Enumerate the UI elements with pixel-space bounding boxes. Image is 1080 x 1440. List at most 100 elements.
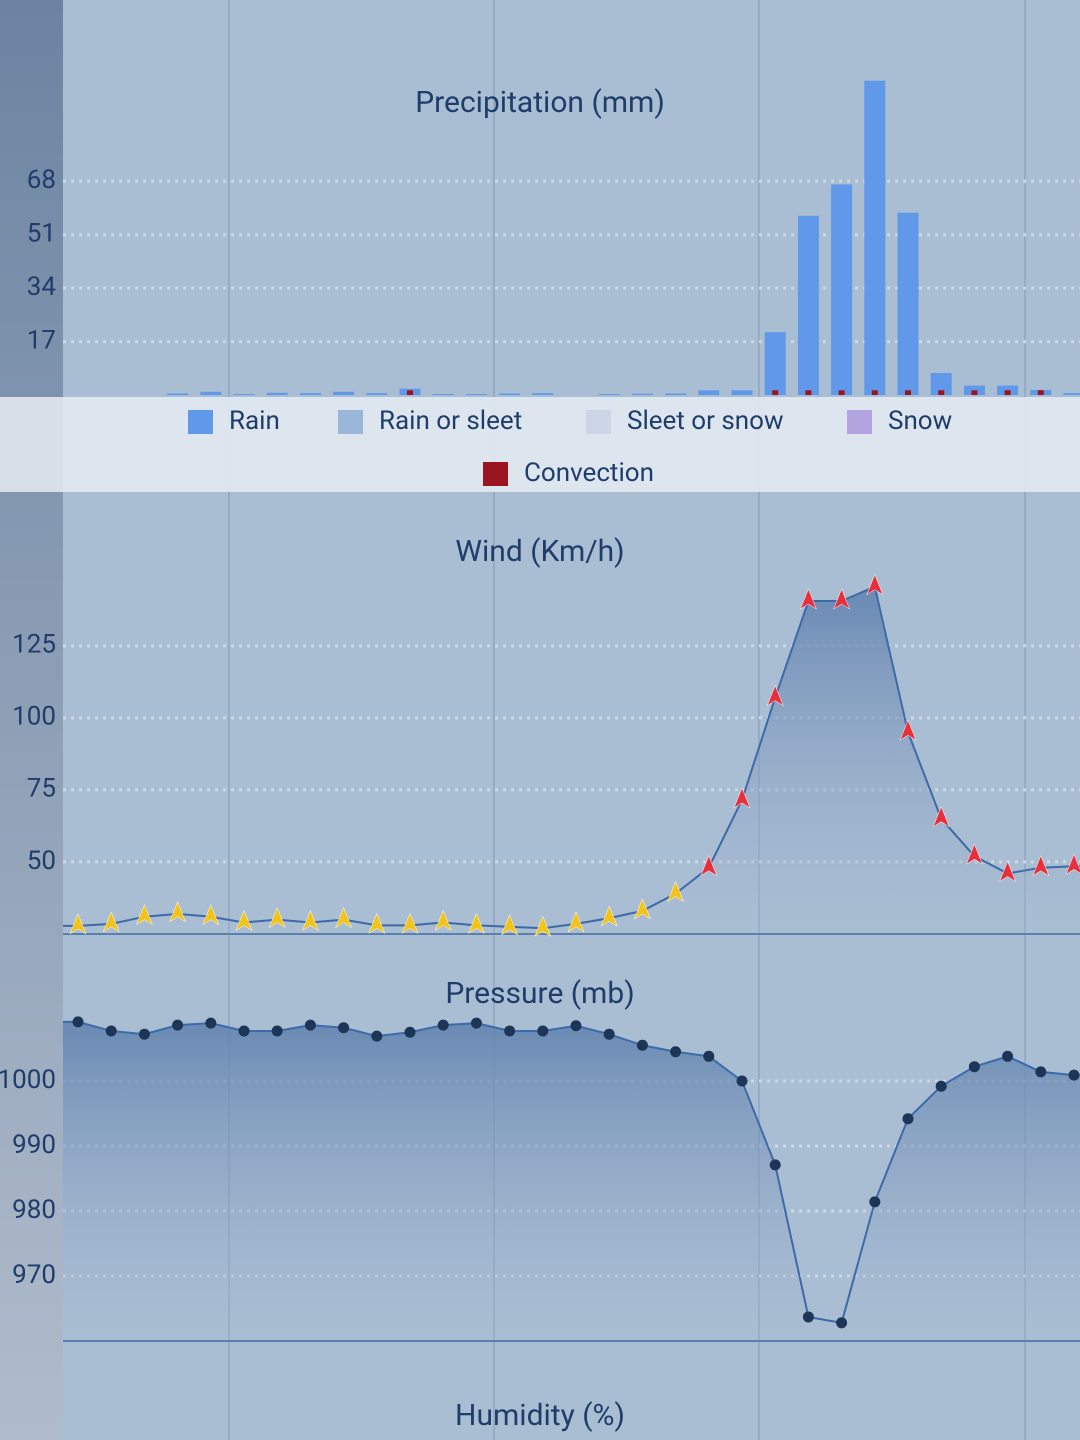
wind-marker (368, 912, 386, 934)
convection-bar (838, 390, 845, 395)
wind-marker (301, 909, 319, 932)
area (63, 1021, 1080, 1341)
area (63, 586, 1080, 934)
convection-bar (905, 390, 911, 395)
bar (266, 392, 288, 395)
point (703, 1050, 715, 1062)
legend-label: Convection (524, 458, 654, 488)
wind-marker (501, 914, 519, 936)
chart-title: Precipitation (mm) (415, 85, 665, 120)
charts: 17 34 51 68 Rain Rain or sleet Sleet or snow Sn… (0, 80, 1080, 1433)
wind-marker (401, 912, 419, 934)
point (537, 1025, 549, 1037)
point (470, 1017, 482, 1029)
bar (598, 394, 620, 395)
y-tick-label: 100 (12, 702, 56, 732)
point (736, 1075, 748, 1087)
bar (167, 393, 189, 395)
point (1002, 1050, 1014, 1062)
bar (831, 184, 853, 395)
wind-marker (600, 905, 618, 927)
bar (299, 393, 321, 395)
wind-marker (69, 913, 87, 935)
point (205, 1017, 217, 1029)
wind-marker (899, 719, 917, 741)
point (105, 1025, 117, 1037)
y-tick-label: 75 (27, 774, 56, 804)
wind-marker (235, 909, 253, 932)
wind-marker (102, 911, 120, 933)
point (670, 1046, 682, 1058)
point (338, 1022, 350, 1034)
point (570, 1020, 582, 1032)
bar (532, 393, 554, 395)
point (271, 1025, 283, 1037)
legend-swatch (847, 410, 872, 434)
bar (200, 391, 222, 395)
y-tick-label: 17 (27, 325, 56, 355)
wind-marker (1032, 855, 1050, 877)
bar (333, 391, 355, 395)
wind-marker (434, 909, 452, 932)
y-tick-label: 51 (27, 219, 56, 249)
y-tick-label: 980 (12, 1195, 56, 1225)
y-tick-label: 990 (12, 1130, 56, 1160)
wind-marker (567, 911, 585, 933)
bar (897, 212, 919, 395)
point (437, 1019, 449, 1031)
wind-marker (932, 806, 950, 828)
convection-bar (938, 390, 945, 395)
bar (930, 373, 952, 395)
legend-swatch (586, 410, 611, 434)
wind-marker (999, 860, 1017, 883)
legend-label: Sleet or snow (627, 406, 784, 436)
legend-label: Rain (229, 406, 280, 436)
legend-label: Rain or sleet (379, 406, 522, 436)
legend-swatch (338, 410, 363, 434)
point (836, 1317, 848, 1329)
convection-bar (1004, 390, 1011, 395)
point (1068, 1069, 1080, 1081)
wind-marker (1065, 853, 1080, 875)
point (769, 1159, 781, 1171)
bar (698, 390, 720, 395)
bar (1063, 393, 1080, 395)
wind-marker (169, 901, 187, 923)
wind-marker (833, 588, 851, 610)
wind-marker (135, 904, 153, 926)
wind-marker (335, 906, 353, 929)
y-tick-label: 50 (27, 846, 56, 876)
bar (499, 393, 521, 395)
legend-label: Snow (888, 406, 952, 436)
point (802, 1311, 814, 1323)
bar (465, 394, 487, 395)
point (371, 1030, 383, 1042)
y-tick-label: 34 (27, 272, 57, 302)
point (935, 1080, 947, 1092)
point (72, 1016, 84, 1028)
convection-bar (407, 390, 413, 395)
wind-marker (667, 880, 685, 903)
bar (432, 394, 454, 395)
wind-marker (268, 906, 286, 929)
bar (665, 393, 687, 395)
bar (864, 80, 886, 395)
point (968, 1061, 980, 1073)
point (1035, 1066, 1047, 1078)
point (636, 1039, 648, 1051)
y-tick-label: 970 (12, 1260, 56, 1290)
point (138, 1028, 150, 1040)
point (504, 1025, 516, 1037)
bar (731, 390, 753, 395)
wind-marker (866, 573, 884, 596)
wind-marker (700, 855, 718, 877)
convection-bar (1037, 390, 1044, 395)
point (172, 1019, 184, 1031)
convection-bar (772, 390, 779, 395)
wind-marker (799, 588, 817, 610)
wind-marker (633, 898, 651, 920)
y-tick-label: 68 (27, 165, 56, 195)
bar (764, 332, 786, 395)
